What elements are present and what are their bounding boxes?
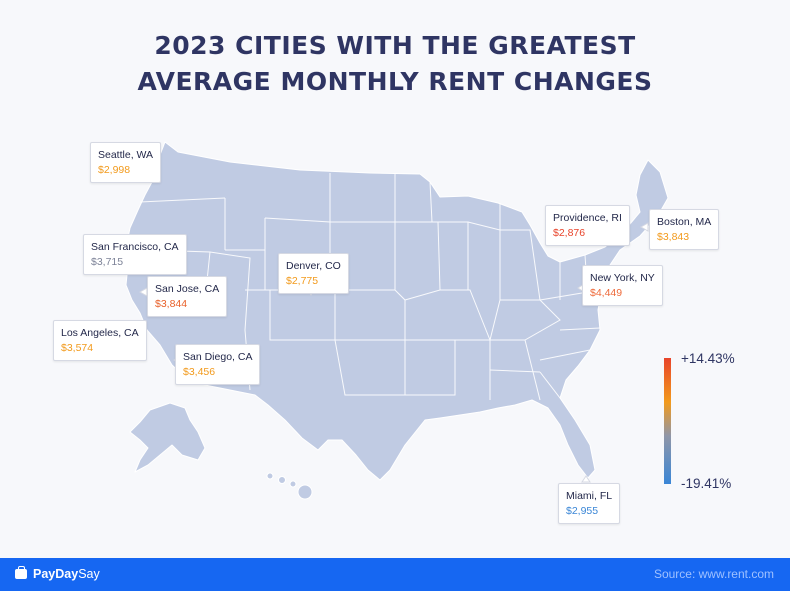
city-rent: $2,955 [566,505,599,517]
contiguous-us-shape [125,141,669,481]
briefcase-icon [15,566,27,579]
city-name: Boston, MA [657,216,712,228]
callout-san-francisco: San Francisco, CA $3,715 [83,234,187,275]
title-line-1: 2023 CITIES WITH THE GREATEST [154,31,636,60]
city-name: New York, NY [590,272,655,284]
footer-bar: PayDay Say Source: www.rent.com [0,558,790,591]
city-name: San Jose, CA [155,283,220,295]
brand-name-part1: PayDay [33,567,79,581]
city-rent: $3,456 [183,366,216,378]
city-name: Los Angeles, CA [61,327,139,339]
callout-san-diego: San Diego, CA $3,456 [175,344,261,385]
city-rent: $2,998 [98,164,131,176]
pointer-miami [581,475,591,483]
city-name: San Diego, CA [183,351,253,363]
pointer-san-jose [138,287,148,297]
city-rent: $2,775 [286,275,319,287]
callout-boston: Boston, MA $3,843 [649,209,720,250]
callout-los-angeles: Los Angeles, CA $3,574 [53,320,147,361]
legend-max-label: +14.43% [681,351,735,366]
city-name: Miami, FL [566,490,613,502]
brand-name-part2: Say [78,567,100,581]
source-credit[interactable]: Source: www.rent.com [653,567,774,581]
callout-new-york: New York, NY $4,449 [582,265,663,306]
callout-providence: Providence, RI $2,876 [545,205,630,246]
city-name: Denver, CO [286,260,341,272]
state-borders [139,173,601,401]
callout-seattle: Seattle, WA $2,998 [90,142,162,183]
legend-min-label: -19.41% [681,476,732,491]
city-rent: $3,844 [155,298,188,310]
alaska-shape [129,402,206,473]
city-rent: $3,574 [61,342,94,354]
city-rent: $3,843 [657,231,690,243]
title-line-2: AVERAGE MONTHLY RENT CHANGES [137,67,653,96]
city-name: Providence, RI [553,212,622,224]
brand-logo[interactable]: PayDay Say [15,566,100,581]
callout-miami: Miami, FL $2,955 [558,483,621,524]
city-rent: $2,876 [553,227,586,239]
city-name: San Francisco, CA [91,241,179,253]
chart-title: 2023 CITIES WITH THE GREATEST AVERAGE MO… [0,28,790,100]
callout-denver: Denver, CO $2,775 [278,253,349,294]
city-rent: $3,715 [91,256,124,268]
city-rent: $4,449 [590,287,623,299]
callout-san-jose: San Jose, CA $3,844 [147,276,228,317]
legend-color-scale [664,358,671,484]
city-name: Seattle, WA [98,149,154,161]
pointer-boston [639,222,649,232]
hawaii-shape [266,472,313,500]
